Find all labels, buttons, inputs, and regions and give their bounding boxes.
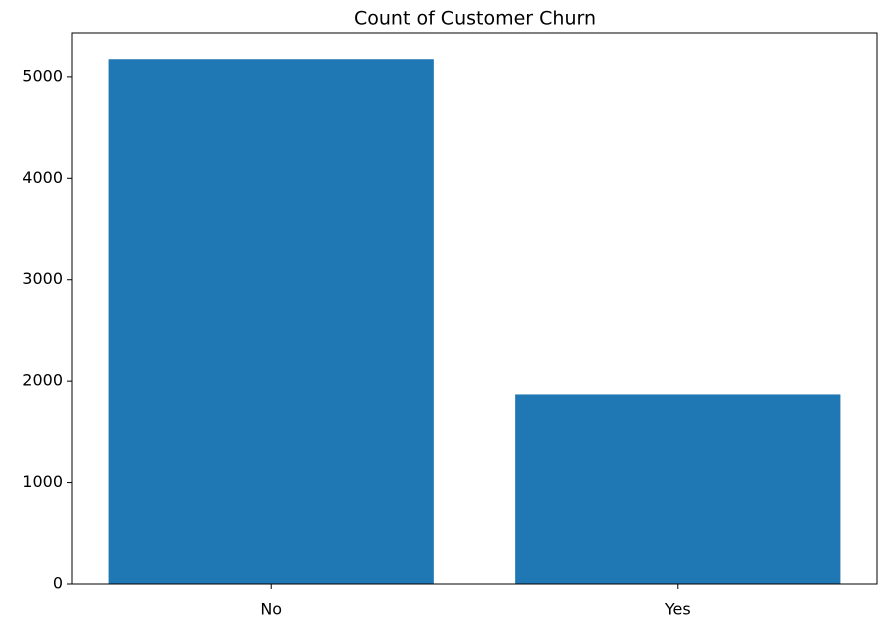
plot-frame (71, 32, 878, 585)
x-tick-label: Yes (664, 600, 691, 619)
bar (515, 394, 841, 584)
y-tick-label: 2000 (22, 371, 63, 390)
bar (108, 59, 434, 584)
x-tick-label: No (260, 600, 282, 619)
y-tick-label: 5000 (22, 66, 63, 85)
y-tick-label: 1000 (22, 472, 63, 491)
chart-title: Count of Customer Churn (354, 8, 596, 30)
y-tick-label: 4000 (22, 168, 63, 187)
y-tick-label: 0 (53, 574, 63, 593)
y-tick-label: 3000 (22, 269, 63, 288)
